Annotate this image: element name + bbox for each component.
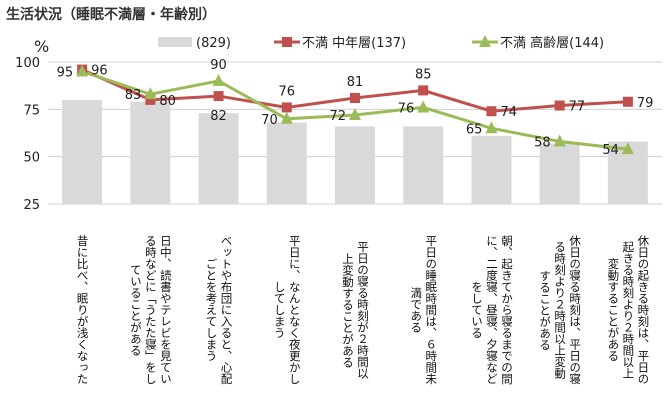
triangle-marker — [621, 142, 634, 155]
category-label-line: ベットや布団に入ると、心配 — [219, 235, 234, 385]
category-label: 休日の起きる時刻は、平日の 起きる時刻より２時間以上 変動することがある — [605, 210, 650, 410]
category-label-line: 満である — [409, 287, 424, 333]
triangle-marker — [76, 64, 89, 77]
y-tick-label: 50 — [23, 151, 40, 166]
bar — [335, 126, 375, 204]
data-label-middle-age: 80 — [159, 94, 176, 109]
y-tick-label: 25 — [23, 198, 40, 213]
data-label-middle-age: 96 — [91, 64, 108, 79]
legend-swatch-bar — [158, 37, 192, 47]
category-label: 平日の睡眠時間は、６時間未 満である — [408, 210, 438, 410]
category-label: 朝、起きてから寝るまでの間 に、二度寝、昼寝、夕寝など をしている — [469, 210, 514, 410]
category-label-line: 上変動することがある — [341, 252, 355, 368]
data-label-middle-age: 82 — [210, 109, 227, 124]
data-label-elderly: 72 — [329, 109, 346, 124]
triangle-marker — [212, 73, 225, 86]
category-label-line: 変動することがある — [606, 258, 621, 362]
category-label-line: ごとを考えてしまう — [204, 258, 219, 362]
y-tick-label: 100 — [15, 56, 40, 71]
data-label-middle-age: 81 — [347, 75, 364, 90]
category-label-line: 起きる時刻より２時間以上 — [621, 241, 636, 379]
category-label-line: 日中、読書やテレビを見てい — [158, 235, 173, 385]
bar — [539, 143, 580, 204]
legend-marker-middle-age — [282, 37, 292, 47]
category-label-line: することがある — [538, 269, 553, 351]
data-label-elderly: 54 — [602, 143, 619, 158]
triangle-marker — [553, 134, 566, 147]
data-label-middle-age: 77 — [569, 100, 586, 115]
category-label-line: る時などに「うたた寝」をし — [143, 235, 158, 385]
bar — [403, 126, 444, 204]
data-label-middle-age: 85 — [415, 67, 432, 82]
bar — [62, 99, 103, 204]
legend-marker-elderly — [479, 35, 491, 47]
category-label-line: 朝、起きてから寝るまでの間 — [499, 235, 514, 385]
triangle-marker — [485, 121, 498, 134]
category-label-line: をしている — [469, 281, 484, 339]
data-label-elderly: 95 — [57, 65, 74, 80]
category-label-line: 平日の寝る時刻が２時間以 — [356, 241, 370, 379]
y-axis-unit: % — [34, 37, 49, 56]
legend-label-middle-age: 不満 中年層(137) — [302, 36, 406, 51]
bar — [198, 113, 239, 204]
category-label: 平日に、なんとなく夜更かし してしまう — [272, 210, 302, 410]
data-label-middle-age: 79 — [637, 96, 654, 111]
category-label: ベットや布団に入ると、心配 ごとを考えてしまう — [204, 210, 234, 410]
bar — [130, 101, 171, 204]
data-label-elderly: 58 — [534, 136, 551, 151]
square-marker — [486, 106, 497, 117]
data-label-elderly: 90 — [210, 58, 227, 73]
triangle-marker — [280, 111, 293, 124]
square-marker — [350, 92, 360, 103]
square-marker — [418, 85, 429, 96]
triangle-marker — [144, 87, 157, 100]
category-label-line: 休日の起きる時刻は、平日の — [636, 235, 651, 385]
category-label: 日中、読書やテレビを見てい る時などに「うたた寝」をし ていることがある — [128, 210, 173, 410]
legend-label-bar: (829) — [196, 36, 231, 51]
bar — [266, 122, 307, 204]
category-label-line: ていることがある — [128, 264, 143, 356]
square-marker — [554, 100, 565, 111]
category-label-line: 平日に、なんとなく夜更かし — [287, 235, 302, 385]
bar — [471, 135, 512, 204]
chart-title: 生活状況（睡眠不満層・年齢別） — [6, 7, 216, 23]
data-label-middle-age: 76 — [279, 84, 296, 99]
category-label: 昔に比べ、眠りが浅くなった — [75, 210, 90, 410]
category-label: 平日の寝る時刻が２時間以 上変動することがある — [340, 210, 370, 410]
data-label-elderly: 83 — [125, 88, 142, 103]
data-label-middle-age: 74 — [500, 105, 517, 120]
square-marker — [145, 94, 156, 105]
category-label-line: してしまう — [272, 281, 287, 339]
category-label-line: 昔に比べ、眠りが浅くなった — [75, 235, 90, 385]
square-marker — [281, 102, 292, 113]
square-marker — [622, 96, 633, 107]
category-label-line: 休日の寝る時刻は、平日の寝 — [568, 235, 583, 385]
category-label-line: に、二度寝、昼寝、夕寝など — [484, 235, 499, 385]
legend-label-elderly: 不満 高齢層(144) — [500, 35, 604, 51]
data-label-elderly: 76 — [398, 101, 415, 116]
data-label-elderly: 65 — [466, 122, 483, 137]
triangle-marker — [349, 108, 361, 121]
triangle-marker — [417, 100, 430, 113]
data-label-elderly: 70 — [261, 113, 278, 128]
square-marker — [213, 91, 224, 102]
category-label-line: る時刻より２時間以上変動 — [553, 241, 568, 379]
category-label-line: 平日の睡眠時間は、６時間未 — [424, 235, 439, 385]
category-label: 休日の寝る時刻は、平日の寝 る時刻より２時間以上変動 することがある — [537, 210, 582, 410]
y-tick-label: 75 — [23, 103, 40, 118]
